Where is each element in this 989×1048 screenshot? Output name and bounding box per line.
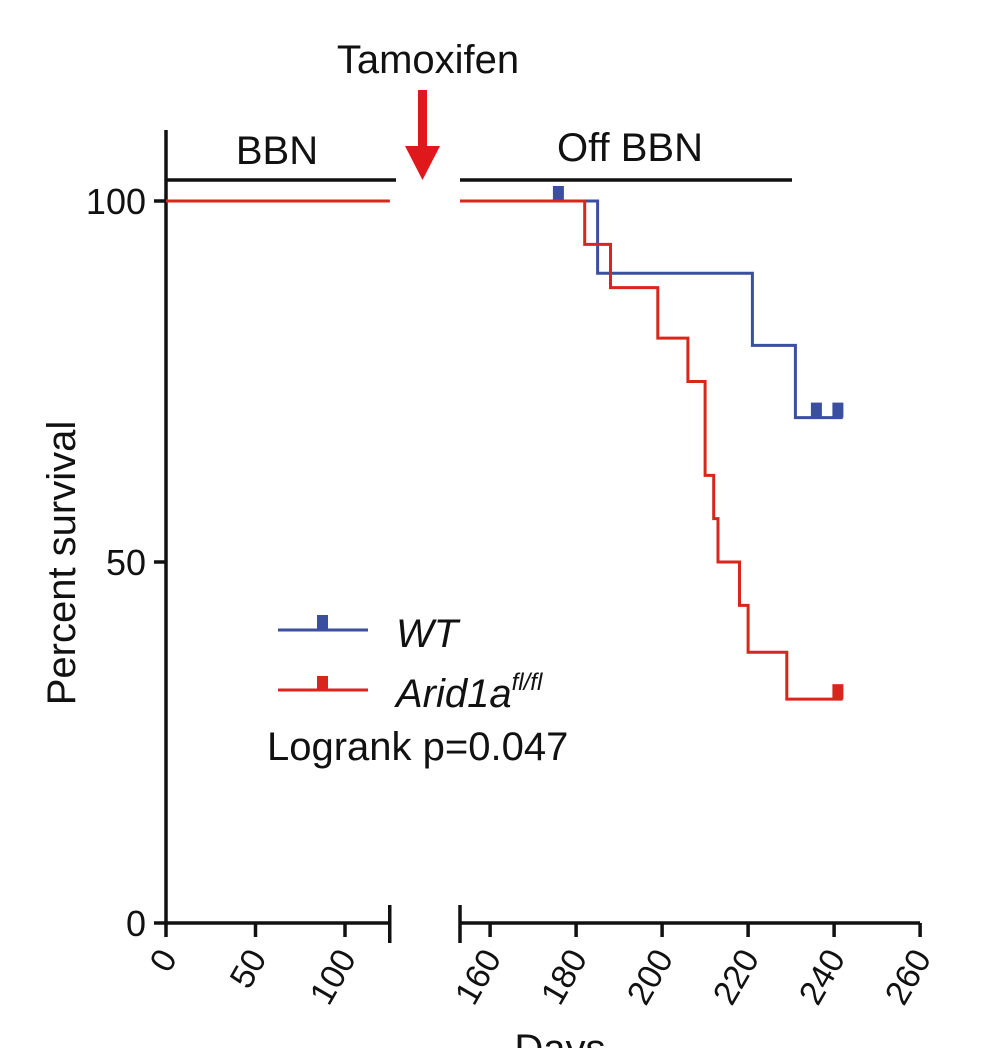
x-tick-label: 180 — [534, 943, 595, 1011]
y-tick-label: 100 — [86, 181, 146, 222]
logrank-label: Logrank p=0.047 — [267, 725, 568, 769]
legend-label-arid1a-sup: fl/fl — [512, 669, 543, 696]
survival-line — [166, 199, 843, 701]
legend-label-wt: WT — [396, 612, 461, 656]
censor-mark — [832, 402, 844, 418]
x-tick-label: 200 — [620, 943, 681, 1011]
y-tick-label: 0 — [126, 903, 146, 944]
axes: 0 50 100 Percent survival 0 50 100 160 180 200 220… — [40, 130, 939, 1048]
legend: WT Arid1afl/fl — [278, 612, 543, 716]
survival-line — [166, 199, 843, 420]
tamoxifen-label: Tamoxifen — [337, 38, 519, 82]
censor-mark — [552, 186, 564, 201]
censor-mark — [832, 684, 844, 700]
bbn-label: BBN — [236, 129, 318, 173]
x-tick-label: 50 — [223, 943, 275, 995]
off-bbn-label: Off BBN — [557, 126, 703, 170]
annotations: Tamoxifen BBN Off BBN Logrank p=0.047 — [166, 38, 792, 769]
tamoxifen-arrow — [405, 90, 440, 180]
x-tick-label: 100 — [303, 943, 364, 1011]
x-tick-label: 0 — [143, 943, 185, 978]
legend-item-arid1a: Arid1afl/fl — [278, 669, 543, 716]
x-tick-label: 220 — [706, 943, 767, 1011]
survival-curves — [166, 186, 844, 701]
legend-label-arid1a: Arid1a — [394, 672, 512, 716]
y-tick-label: 50 — [106, 542, 146, 583]
censor-mark — [810, 402, 822, 418]
x-tick-label: 240 — [792, 943, 853, 1011]
svg-text:Arid1afl/fl: Arid1afl/fl — [394, 669, 543, 716]
x-axis-label: Days — [514, 1027, 605, 1048]
legend-item-wt: WT — [278, 612, 461, 656]
series-wt — [166, 186, 844, 420]
y-axis-label: Percent survival — [40, 421, 84, 706]
series-arid1a — [166, 199, 844, 701]
x-tick-label: 260 — [878, 943, 939, 1011]
x-tick-label: 160 — [448, 943, 509, 1011]
